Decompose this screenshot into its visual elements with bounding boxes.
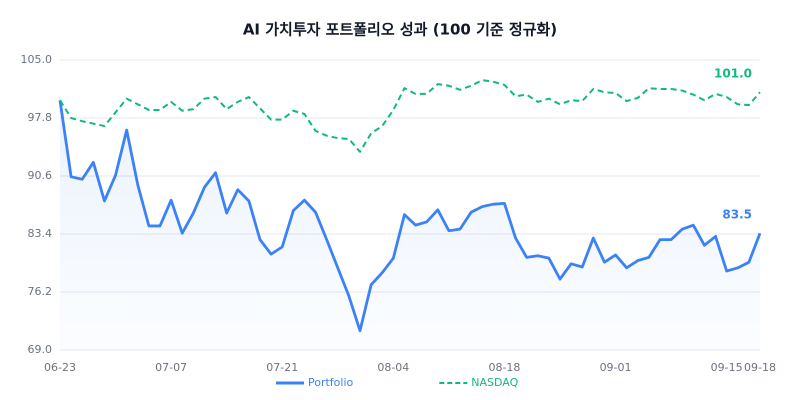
area [60,100,760,351]
y-tick-label: 105.0 [21,53,53,66]
y-tick-label: 76.2 [28,285,53,298]
x-tick-label: 08-18 [488,361,520,374]
legend-label: NASDAQ [471,376,518,389]
x-tick-label: 08-04 [377,361,409,374]
legend-label: Portfolio [308,376,354,389]
y-tick-label: 69.0 [28,343,53,356]
x-tick-label: 09-18 [744,361,776,374]
line [58,100,762,333]
x-tick-label: 09-15 [711,361,743,374]
end-label: 83.5 [722,208,752,222]
end-label: 101.0 [714,67,752,81]
x-tick-label: 09-01 [600,361,632,374]
y-tick-label: 90.6 [28,169,53,182]
y-tick-label: 83.4 [28,227,53,240]
x-tick-label: 06-23 [44,361,76,374]
x-tick-label: 07-21 [266,361,298,374]
y-tick-label: 97.8 [28,111,53,124]
line [59,79,761,153]
x-tick-label: 07-07 [155,361,187,374]
chart-title: AI 가치투자 포트폴리오 성과 (100 기준 정규화) [243,21,557,39]
